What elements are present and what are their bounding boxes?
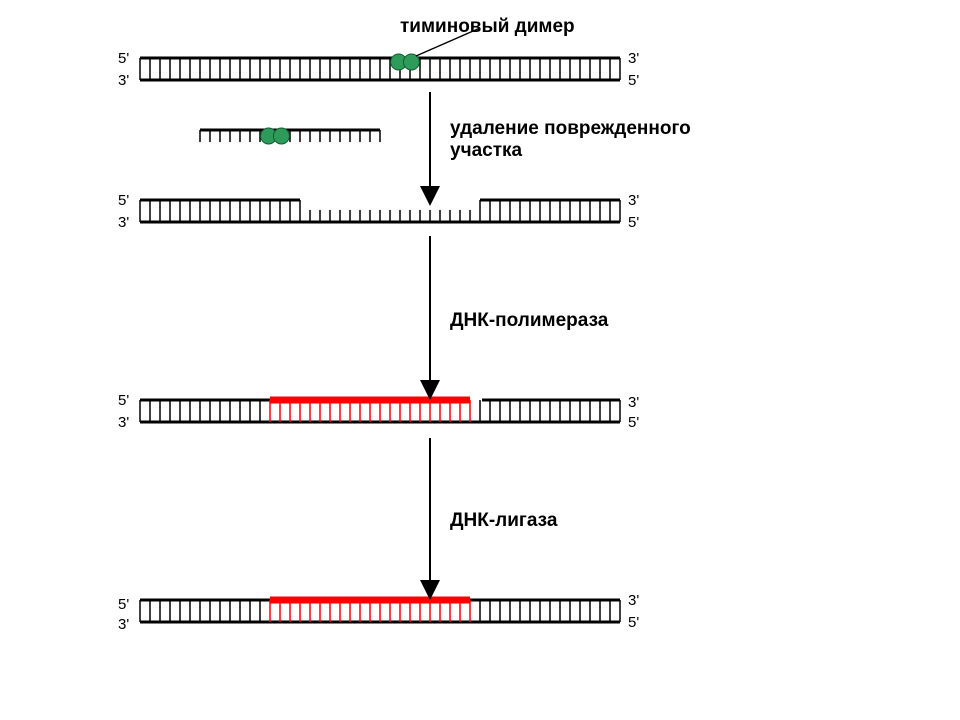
label-polymerase: ДНК-полимераза bbox=[450, 310, 608, 332]
end-3p-r4-tr: 3' bbox=[628, 592, 639, 609]
end-5p-r3-br: 5' bbox=[628, 414, 639, 431]
end-5p-r3-tl: 5' bbox=[118, 392, 129, 409]
end-3p-r1-bl: 3' bbox=[118, 72, 129, 89]
label-thymine-dimer: тиминовый димер bbox=[400, 16, 575, 38]
end-5p-r1-br: 5' bbox=[628, 72, 639, 89]
end-5p-r2-br: 5' bbox=[628, 214, 639, 231]
end-3p-r2-bl: 3' bbox=[118, 214, 129, 231]
label-ligase: ДНК-лигаза bbox=[450, 510, 557, 532]
end-5p-r1-tl: 5' bbox=[118, 50, 129, 67]
end-3p-r3-tr: 3' bbox=[628, 394, 639, 411]
label-excision: удаление поврежденного участка bbox=[450, 118, 691, 162]
end-5p-r4-tl: 5' bbox=[118, 596, 129, 613]
end-5p-r4-br: 5' bbox=[628, 614, 639, 631]
end-3p-r1-tr: 3' bbox=[628, 50, 639, 67]
end-5p-r2-tl: 5' bbox=[118, 192, 129, 209]
end-3p-r2-tr: 3' bbox=[628, 192, 639, 209]
end-3p-r3-bl: 3' bbox=[118, 414, 129, 431]
end-3p-r4-bl: 3' bbox=[118, 616, 129, 633]
